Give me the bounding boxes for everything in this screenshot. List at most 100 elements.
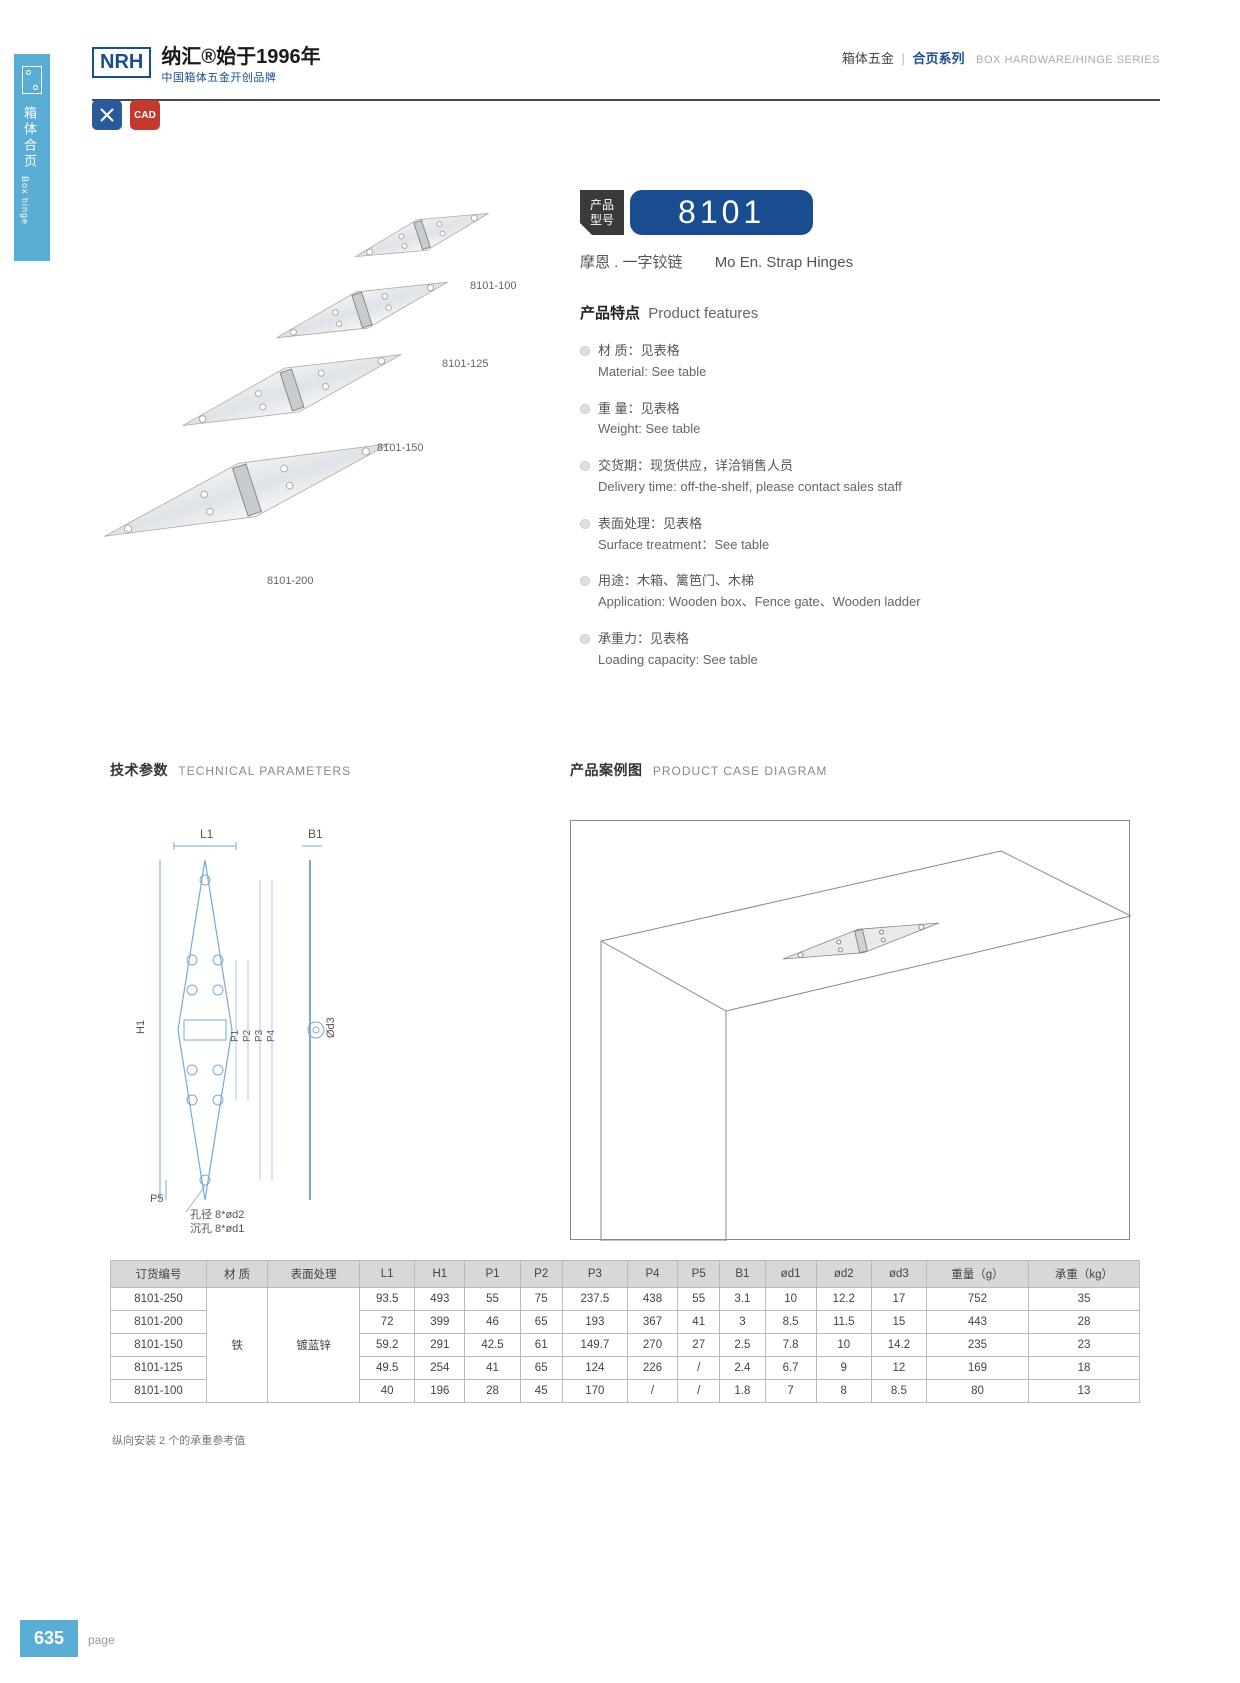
cell: 28 bbox=[1028, 1311, 1139, 1334]
tech-section: 技术参数 TECHNICAL PARAMETERS L1 bbox=[110, 760, 520, 1245]
cell: 35 bbox=[1028, 1288, 1139, 1311]
cell-code: 8101-100 bbox=[111, 1380, 207, 1403]
cell-code: 8101-125 bbox=[111, 1357, 207, 1380]
cell: 61 bbox=[520, 1334, 562, 1357]
cell: 6.7 bbox=[765, 1357, 816, 1380]
cell: 8.5 bbox=[765, 1311, 816, 1334]
img-label-100: 8101-100 bbox=[470, 280, 517, 292]
cell: 149.7 bbox=[562, 1334, 627, 1357]
side-tab-cn: 箱体合页 bbox=[20, 106, 39, 170]
features-title-cn: 产品特点 bbox=[580, 305, 640, 322]
header-en: BOX HARDWARE/HINGE SERIES bbox=[976, 54, 1160, 66]
cell: 28 bbox=[465, 1380, 520, 1403]
header-category: 箱体五金 | 合页系列 BOX HARDWARE/HINGE SERIES bbox=[842, 40, 1160, 67]
cell: 55 bbox=[465, 1288, 520, 1311]
feature-en: Material: See table bbox=[598, 362, 1150, 383]
cell: 10 bbox=[765, 1288, 816, 1311]
cell: 12 bbox=[871, 1357, 926, 1380]
page-number: 635 bbox=[20, 1620, 78, 1657]
feature-list: 材 质：见表格 Material: See table 重 量：见表格Weight:… bbox=[580, 341, 1150, 671]
model-tag-l1: 产品 bbox=[590, 198, 614, 212]
cell: 399 bbox=[415, 1311, 465, 1334]
feature-item: 重 量：见表格Weight: See table bbox=[580, 399, 1150, 441]
feature-cn: 重 量：见表格 bbox=[598, 401, 680, 416]
header-cn1: 箱体五金 bbox=[842, 51, 894, 66]
cell-code: 8101-150 bbox=[111, 1334, 207, 1357]
cell: 443 bbox=[926, 1311, 1028, 1334]
table-header: 重量（g） bbox=[926, 1261, 1028, 1288]
feature-cn: 承重力：见表格 bbox=[598, 631, 689, 646]
svg-text:H1: H1 bbox=[135, 1020, 147, 1034]
cell: 7 bbox=[765, 1380, 816, 1403]
cell: 752 bbox=[926, 1288, 1028, 1311]
cell: 13 bbox=[1028, 1380, 1139, 1403]
feature-cn: 交货期：现货供应，详洽销售人员 bbox=[598, 458, 793, 473]
cell: 7.8 bbox=[765, 1334, 816, 1357]
svg-text:L1: L1 bbox=[200, 827, 214, 841]
cell: 75 bbox=[520, 1288, 562, 1311]
table-note: 纵向安装 2 个的承重参考值 bbox=[112, 1432, 245, 1448]
brand-cn: 纳汇®始于1996年 bbox=[161, 40, 320, 69]
tech-title-en: TECHNICAL PARAMETERS bbox=[178, 764, 351, 778]
tech-title: 技术参数 TECHNICAL PARAMETERS bbox=[110, 760, 520, 780]
features-title-en: Product features bbox=[648, 305, 758, 322]
logo-block: NRH 纳汇®始于1996年 中国箱体五金开创品牌 bbox=[92, 40, 321, 85]
svg-text:P1: P1 bbox=[230, 1029, 241, 1042]
cell: 46 bbox=[465, 1311, 520, 1334]
cell: 8 bbox=[816, 1380, 871, 1403]
cell: 3 bbox=[720, 1311, 765, 1334]
page-header: NRH 纳汇®始于1996年 中国箱体五金开创品牌 箱体五金 | 合页系列 BO… bbox=[92, 40, 1160, 101]
model-tag-l2: 型号 bbox=[590, 213, 614, 227]
cell: 196 bbox=[415, 1380, 465, 1403]
cell: 12.2 bbox=[816, 1288, 871, 1311]
side-tab-en: Box hinge bbox=[20, 176, 30, 225]
img-label-200: 8101-200 bbox=[267, 575, 314, 587]
cell: 170 bbox=[562, 1380, 627, 1403]
cell: 80 bbox=[926, 1380, 1028, 1403]
cell: 72 bbox=[360, 1311, 415, 1334]
cell: 291 bbox=[415, 1334, 465, 1357]
cell: 41 bbox=[678, 1311, 720, 1334]
feature-en: Surface treatment：See table bbox=[598, 535, 1150, 556]
cell: 11.5 bbox=[816, 1311, 871, 1334]
features-title: 产品特点 Product features bbox=[580, 302, 1150, 323]
svg-text:P2: P2 bbox=[242, 1029, 253, 1042]
svg-text:Ød3: Ød3 bbox=[325, 1017, 337, 1038]
table-header: 材 质 bbox=[207, 1261, 268, 1288]
page-footer: 635 page bbox=[20, 1620, 115, 1657]
case-title-en: PRODUCT CASE DIAGRAM bbox=[653, 764, 827, 778]
cell: 65 bbox=[520, 1311, 562, 1334]
feature-item: 交货期：现货供应，详洽销售人员 Delivery time: off-the-sh… bbox=[580, 456, 1150, 498]
table-header: L1 bbox=[360, 1261, 415, 1288]
svg-text:P4: P4 bbox=[266, 1029, 277, 1042]
svg-text:沉孔 8*ød1: 沉孔 8*ød1 bbox=[190, 1222, 244, 1235]
table-header: P1 bbox=[465, 1261, 520, 1288]
table-header: H1 bbox=[415, 1261, 465, 1288]
table-header: ød2 bbox=[816, 1261, 871, 1288]
cell-surface: 镀蓝锌 bbox=[268, 1288, 360, 1403]
cell-material: 铁 bbox=[207, 1288, 268, 1403]
table-header: ød3 bbox=[871, 1261, 926, 1288]
table-row: 8101-250铁镀蓝锌93.54935575237.5438553.11012… bbox=[111, 1288, 1140, 1311]
cell: 2.5 bbox=[720, 1334, 765, 1357]
cell: 18 bbox=[1028, 1357, 1139, 1380]
cell: 493 bbox=[415, 1288, 465, 1311]
svg-text:B1: B1 bbox=[308, 827, 323, 841]
cell: 226 bbox=[627, 1357, 677, 1380]
cell: 65 bbox=[520, 1357, 562, 1380]
badges: CAD bbox=[92, 100, 160, 130]
side-tab: 箱体合页 Box hinge bbox=[14, 54, 50, 261]
cell: 3.1 bbox=[720, 1288, 765, 1311]
feature-item: 承重力：见表格Loading capacity: See table bbox=[580, 629, 1150, 671]
cell: 124 bbox=[562, 1357, 627, 1380]
feature-cn: 表面处理：见表格 bbox=[598, 516, 702, 531]
model-name: 摩恩 . 一字铰链 Mo En. Strap Hinges bbox=[580, 251, 1150, 272]
feature-cn: 材 质：见表格 bbox=[598, 343, 680, 358]
cell: 9 bbox=[816, 1357, 871, 1380]
svg-text:孔径 8*ød2: 孔径 8*ød2 bbox=[190, 1208, 244, 1221]
page-label: page bbox=[88, 1633, 115, 1647]
cell: 23 bbox=[1028, 1334, 1139, 1357]
feature-en: Delivery time: off-the-shelf, please con… bbox=[598, 477, 1150, 498]
feature-en: Application: Wooden box、Fence gate、Woode… bbox=[598, 592, 1150, 613]
cell: 40 bbox=[360, 1380, 415, 1403]
